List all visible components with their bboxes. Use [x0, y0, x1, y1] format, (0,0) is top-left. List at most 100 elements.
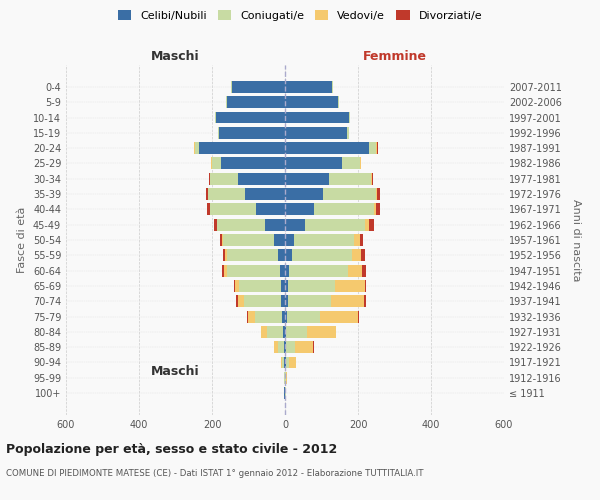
Bar: [364, 296, 366, 307]
Bar: [234, 280, 235, 292]
Bar: [238, 296, 244, 307]
Bar: [210, 204, 256, 216]
Bar: [352, 250, 361, 262]
Bar: [284, 356, 285, 368]
Bar: [281, 296, 285, 307]
Bar: [285, 326, 286, 338]
Bar: [218, 127, 220, 139]
Bar: [285, 127, 347, 139]
Bar: [360, 234, 364, 246]
Bar: [376, 204, 380, 216]
Bar: [285, 188, 323, 200]
Bar: [217, 218, 265, 230]
Y-axis label: Anni di nascita: Anni di nascita: [571, 198, 581, 281]
Bar: [285, 142, 369, 154]
Bar: [287, 296, 331, 307]
Bar: [226, 96, 227, 108]
Bar: [369, 142, 376, 154]
Bar: [209, 173, 210, 184]
Bar: [232, 81, 285, 93]
Bar: [222, 264, 224, 276]
Bar: [285, 234, 294, 246]
Bar: [223, 234, 274, 246]
Bar: [286, 341, 295, 353]
Text: Maschi: Maschi: [151, 50, 200, 62]
Bar: [286, 356, 289, 368]
Bar: [285, 296, 287, 307]
Bar: [206, 188, 208, 200]
Text: Femmine: Femmine: [362, 50, 427, 62]
Bar: [336, 326, 337, 338]
Bar: [362, 264, 366, 276]
Bar: [248, 310, 255, 322]
Bar: [313, 341, 314, 353]
Bar: [239, 280, 281, 292]
Bar: [348, 264, 362, 276]
Bar: [331, 296, 364, 307]
Bar: [349, 112, 350, 124]
Bar: [285, 310, 287, 322]
Text: Popolazione per età, sesso e stato civile - 2012: Popolazione per età, sesso e stato civil…: [6, 442, 337, 456]
Bar: [288, 280, 335, 292]
Bar: [285, 112, 349, 124]
Bar: [376, 188, 377, 200]
Bar: [323, 188, 376, 200]
Bar: [212, 158, 221, 170]
Bar: [227, 264, 280, 276]
Bar: [238, 173, 285, 184]
Bar: [361, 250, 365, 262]
Bar: [332, 81, 333, 93]
Bar: [207, 204, 210, 216]
Bar: [222, 234, 223, 246]
Bar: [371, 173, 373, 184]
Bar: [280, 264, 285, 276]
Bar: [244, 296, 281, 307]
Bar: [285, 204, 314, 216]
Bar: [286, 326, 307, 338]
Bar: [285, 173, 329, 184]
Bar: [307, 326, 336, 338]
Bar: [295, 341, 313, 353]
Bar: [281, 280, 285, 292]
Text: Maschi: Maschi: [151, 364, 200, 378]
Bar: [267, 326, 283, 338]
Bar: [320, 310, 358, 322]
Bar: [214, 218, 217, 230]
Bar: [365, 218, 369, 230]
Bar: [360, 158, 361, 170]
Bar: [215, 112, 285, 124]
Bar: [208, 188, 245, 200]
Bar: [220, 127, 285, 139]
Bar: [376, 142, 377, 154]
Bar: [199, 142, 285, 154]
Bar: [365, 280, 367, 292]
Bar: [347, 127, 349, 139]
Bar: [283, 326, 285, 338]
Bar: [285, 356, 286, 368]
Bar: [221, 158, 285, 170]
Bar: [210, 173, 238, 184]
Bar: [274, 341, 278, 353]
Bar: [225, 250, 227, 262]
Bar: [305, 218, 365, 230]
Bar: [314, 204, 374, 216]
Bar: [260, 326, 261, 338]
Bar: [284, 341, 285, 353]
Legend: Celibi/Nubili, Coniugati/e, Vedovi/e, Divorziati/e: Celibi/Nubili, Coniugati/e, Vedovi/e, Di…: [116, 8, 484, 24]
Bar: [374, 204, 376, 216]
Bar: [284, 387, 285, 399]
Bar: [335, 280, 365, 292]
Bar: [227, 250, 278, 262]
Bar: [285, 280, 288, 292]
Bar: [278, 250, 285, 262]
Bar: [195, 142, 199, 154]
Bar: [285, 96, 338, 108]
Bar: [236, 296, 238, 307]
Bar: [355, 234, 360, 246]
Bar: [274, 234, 285, 246]
Bar: [289, 264, 348, 276]
Bar: [278, 341, 284, 353]
Bar: [261, 326, 267, 338]
Bar: [245, 188, 285, 200]
Y-axis label: Fasce di età: Fasce di età: [17, 207, 27, 273]
